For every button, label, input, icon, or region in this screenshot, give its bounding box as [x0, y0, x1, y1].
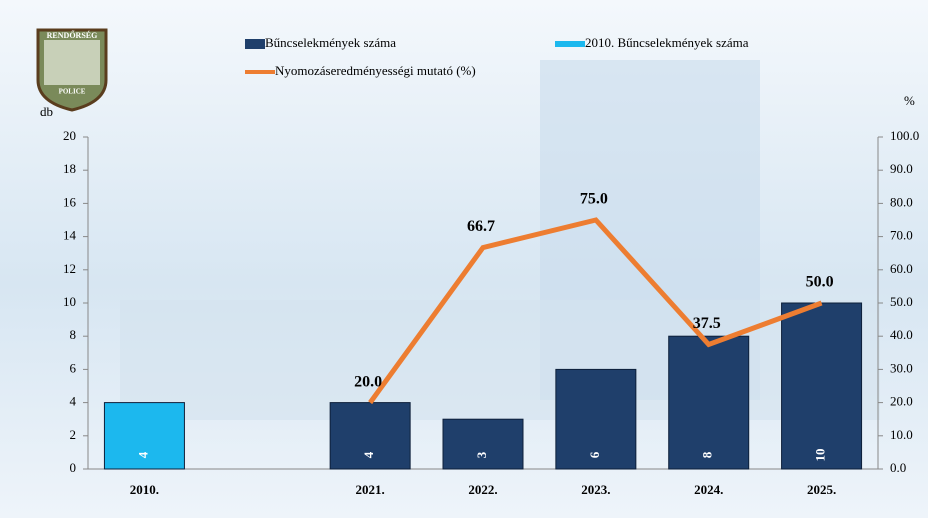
- bar: [555, 368, 637, 470]
- y2-tick-label: 20.0: [890, 394, 913, 409]
- bar: [781, 302, 863, 470]
- line-value-label: 37.5: [693, 315, 721, 332]
- y2-tick-label: 50.0: [890, 294, 913, 309]
- line-value-label: 66.7: [467, 218, 495, 235]
- bar-value-label: 3: [474, 451, 489, 458]
- bar-value-label: 8: [700, 451, 715, 458]
- y-tick-label: 10: [63, 294, 76, 309]
- legend-label: Nyomozáseredményességi mutató (%): [275, 63, 476, 78]
- logo: RENDŐRSÉG POLICE: [36, 28, 108, 112]
- y2-tick-label: 10.0: [890, 427, 913, 442]
- line-value-label: 75.0: [580, 191, 608, 208]
- y-axis-label: db: [40, 104, 53, 119]
- y2-tick-label: 0.0: [890, 460, 906, 475]
- logo-text: POLICE: [59, 88, 86, 96]
- y2-tick-label: 60.0: [890, 261, 913, 276]
- y-tick-label: 18: [63, 161, 76, 176]
- line-value-label: 50.0: [806, 274, 834, 291]
- x-tick-label: 2022.: [468, 482, 497, 497]
- y2-axis-label: %: [904, 93, 915, 108]
- y-tick-label: 2: [70, 427, 77, 442]
- bar: [668, 335, 750, 470]
- y2-tick-label: 40.0: [890, 327, 913, 342]
- y2-tick-label: 30.0: [890, 360, 913, 375]
- y-tick-label: 14: [63, 228, 77, 243]
- x-tick-label: 2021.: [356, 482, 385, 497]
- bar: [329, 402, 411, 470]
- line: [368, 217, 823, 405]
- y-tick-label: 16: [63, 194, 77, 209]
- legend-label: Bűncselekmények száma: [265, 35, 396, 50]
- bar: [442, 418, 524, 470]
- y-tick-label: 0: [70, 460, 77, 475]
- bar-value-label: 4: [361, 451, 376, 458]
- bar-value-label: 6: [587, 451, 602, 458]
- bar-value-label: 10: [813, 449, 828, 462]
- building-backdrop: [120, 300, 880, 420]
- line-value-label: 20.0: [354, 373, 382, 390]
- x-tick-label: 2025.: [807, 482, 836, 497]
- bar: [103, 402, 185, 470]
- y-tick-label: 4: [70, 394, 77, 409]
- y2-tick-label: 90.0: [890, 161, 913, 176]
- y2-tick-label: 70.0: [890, 228, 913, 243]
- y2-tick-label: 100.0: [890, 128, 919, 143]
- x-tick-label: 2010.: [130, 482, 159, 497]
- bar-value-label: 4: [135, 451, 150, 458]
- x-tick-label: 2024.: [694, 482, 723, 497]
- y-tick-label: 6: [70, 360, 77, 375]
- y-tick-label: 8: [70, 327, 77, 342]
- legend-swatch: [245, 39, 265, 49]
- legend-label: 2010. Bűncselekmények száma: [585, 35, 749, 50]
- y2-tick-label: 80.0: [890, 194, 913, 209]
- y-tick-label: 20: [63, 128, 76, 143]
- y-tick-label: 12: [63, 261, 76, 276]
- logo-text: RENDŐRSÉG: [47, 30, 98, 40]
- x-tick-label: 2023.: [581, 482, 610, 497]
